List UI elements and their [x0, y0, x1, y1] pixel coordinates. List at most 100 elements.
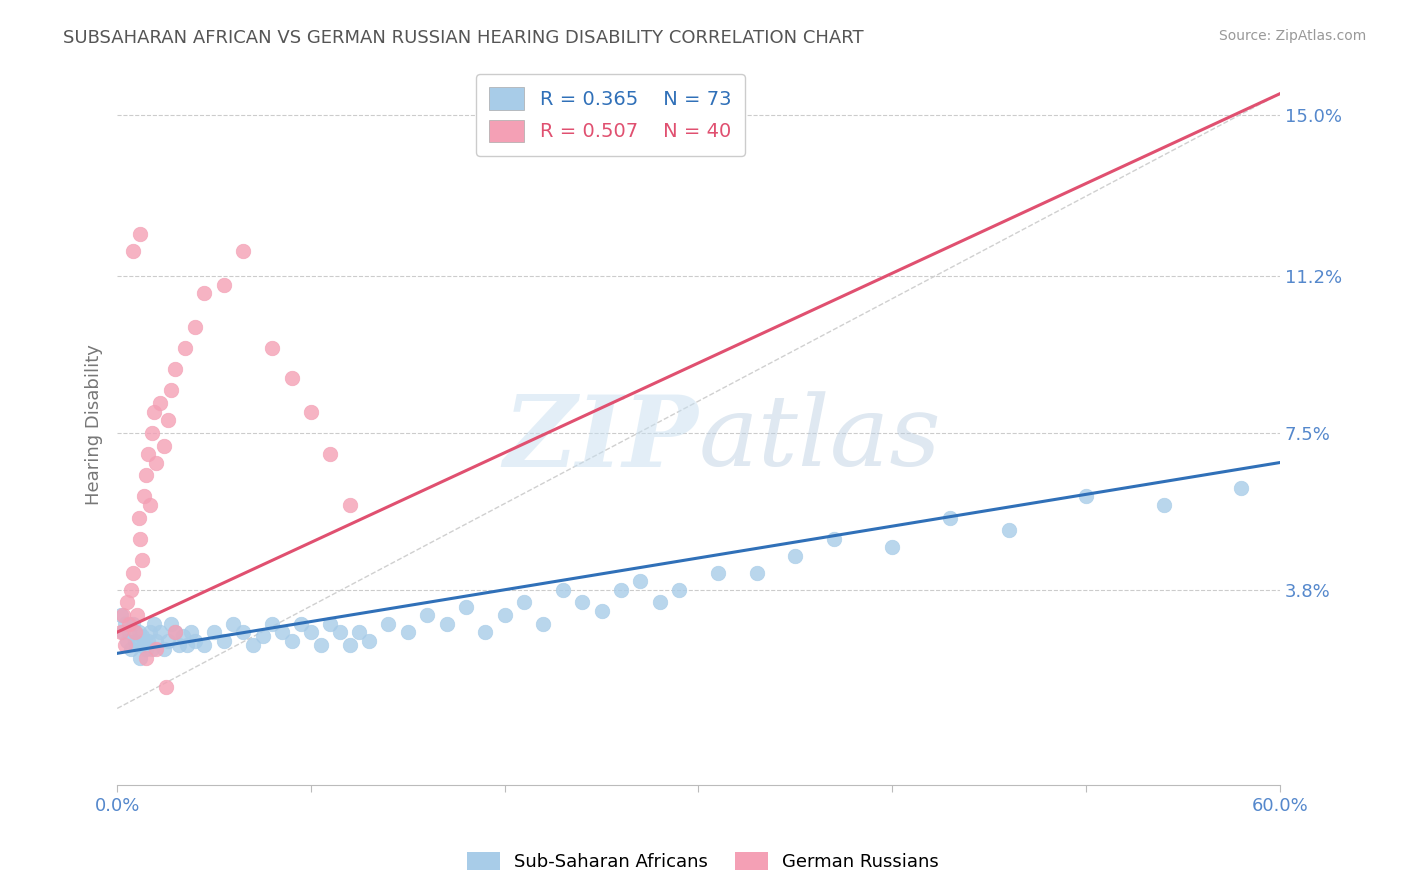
Point	[262, 616, 284, 631]
Point	[165, 625, 187, 640]
Point	[125, 638, 148, 652]
Point	[377, 616, 399, 631]
Point	[114, 638, 136, 652]
Point	[121, 616, 143, 631]
Point	[232, 625, 254, 640]
Point	[454, 599, 477, 614]
Point	[156, 413, 179, 427]
Point	[648, 595, 671, 609]
Point	[319, 447, 342, 461]
Point	[110, 608, 132, 623]
Text: Source: ZipAtlas.com: Source: ZipAtlas.com	[1219, 29, 1367, 43]
Point	[129, 532, 152, 546]
Point	[1230, 481, 1253, 495]
Point	[339, 638, 361, 652]
Point	[156, 633, 179, 648]
Point	[118, 625, 141, 640]
Point	[141, 642, 163, 657]
Point	[115, 595, 138, 609]
Point	[135, 468, 157, 483]
Point	[551, 582, 574, 597]
Point	[165, 625, 187, 640]
Point	[139, 625, 162, 640]
Point	[242, 638, 264, 652]
Point	[628, 574, 651, 589]
Point	[349, 625, 371, 640]
Point	[212, 277, 235, 292]
Point	[124, 625, 146, 640]
Point	[128, 625, 150, 640]
Point	[134, 490, 156, 504]
Point	[121, 244, 143, 258]
Point	[145, 633, 167, 648]
Point	[309, 638, 332, 652]
Point	[111, 608, 134, 623]
Point	[359, 633, 381, 648]
Point	[1153, 498, 1175, 512]
Point	[180, 625, 202, 640]
Point	[160, 384, 183, 398]
Point	[299, 625, 322, 640]
Point	[270, 625, 292, 640]
Point	[533, 616, 555, 631]
Point	[131, 553, 153, 567]
Point	[262, 341, 284, 355]
Point	[668, 582, 690, 597]
Text: SUBSAHARAN AFRICAN VS GERMAN RUSSIAN HEARING DISABILITY CORRELATION CHART: SUBSAHARAN AFRICAN VS GERMAN RUSSIAN HEA…	[63, 29, 863, 46]
Point	[176, 638, 198, 652]
Point	[172, 629, 194, 643]
Point	[160, 616, 183, 631]
Point	[183, 633, 205, 648]
Text: ZIP: ZIP	[503, 391, 699, 487]
Point	[139, 498, 162, 512]
Point	[785, 549, 807, 563]
Text: atlas: atlas	[699, 392, 941, 486]
Point	[152, 642, 174, 657]
Point	[135, 642, 157, 657]
Point	[124, 633, 146, 648]
Point	[174, 341, 197, 355]
Point	[125, 608, 148, 623]
Point	[120, 582, 142, 597]
Point	[997, 524, 1019, 538]
Point	[131, 629, 153, 643]
Point	[114, 616, 136, 631]
Point	[135, 650, 157, 665]
Point	[823, 532, 845, 546]
Point	[745, 566, 768, 580]
Point	[319, 616, 342, 631]
Point	[494, 608, 516, 623]
Point	[165, 362, 187, 376]
Point	[280, 633, 302, 648]
Point	[939, 510, 962, 524]
Point	[143, 616, 166, 631]
Point	[149, 396, 172, 410]
Point	[118, 616, 141, 631]
Point	[436, 616, 458, 631]
Point	[121, 566, 143, 580]
Point	[513, 595, 536, 609]
Point	[193, 285, 215, 300]
Point	[143, 405, 166, 419]
Point	[120, 642, 142, 657]
Point	[212, 633, 235, 648]
Point	[145, 642, 167, 657]
Point	[329, 625, 352, 640]
Y-axis label: Hearing Disability: Hearing Disability	[86, 344, 103, 505]
Point	[110, 625, 132, 640]
Point	[396, 625, 419, 640]
Point	[1074, 490, 1097, 504]
Point	[136, 633, 159, 648]
Point	[152, 439, 174, 453]
Point	[474, 625, 496, 640]
Point	[128, 510, 150, 524]
Point	[111, 625, 134, 640]
Point	[416, 608, 439, 623]
Point	[610, 582, 633, 597]
Point	[193, 638, 215, 652]
Point	[167, 638, 190, 652]
Point	[155, 680, 177, 694]
Point	[183, 319, 205, 334]
Point	[129, 227, 152, 241]
Point	[134, 638, 156, 652]
